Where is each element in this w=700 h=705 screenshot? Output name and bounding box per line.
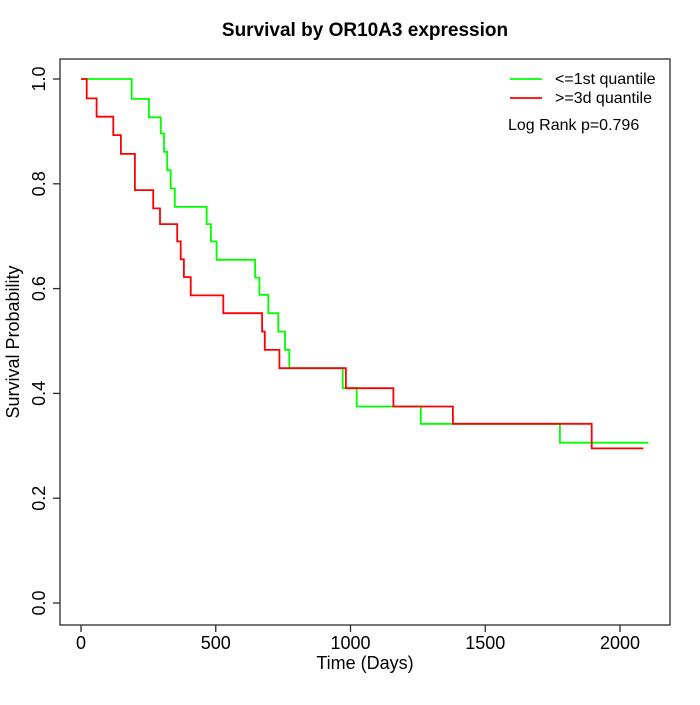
y-axis-label: Survival Probability [3,265,23,418]
legend-label-first-quantile: <=1st quantile [555,71,656,88]
plot-box [59,58,671,626]
x-tick-label: 0 [76,633,86,653]
y-tick-label: 0.0 [29,590,49,615]
x-tick-label: 1500 [465,633,505,653]
log-rank-annotation: Log Rank p=0.796 [508,117,639,134]
legend-label-third-quantile: >=3d quantile [555,90,652,107]
x-tick-label: 2000 [600,633,640,653]
survival-curve-third-quantile [81,78,644,450]
y-tick-label: 0.4 [29,381,49,406]
plot-title: Survival by OR10A3 expression [222,20,508,41]
y-tick-label: 0.6 [29,276,49,301]
x-axis-label: Time (Days) [316,653,413,673]
y-tick-label: 1.0 [29,66,49,91]
legend: <=1st quantile >=3d quantile Log Rank p=… [508,71,656,134]
x-tick-label: 500 [201,633,231,653]
y-tick-label: 0.2 [29,486,49,511]
y-tick-label: 0.8 [29,171,49,196]
survival-curves [81,78,649,450]
x-tick-label: 1000 [330,633,370,653]
x-axis-ticks: 0 500 1000 1500 2000 [76,625,640,653]
y-axis-ticks: 0.0 0.2 0.4 0.6 0.8 1.0 [29,66,60,616]
